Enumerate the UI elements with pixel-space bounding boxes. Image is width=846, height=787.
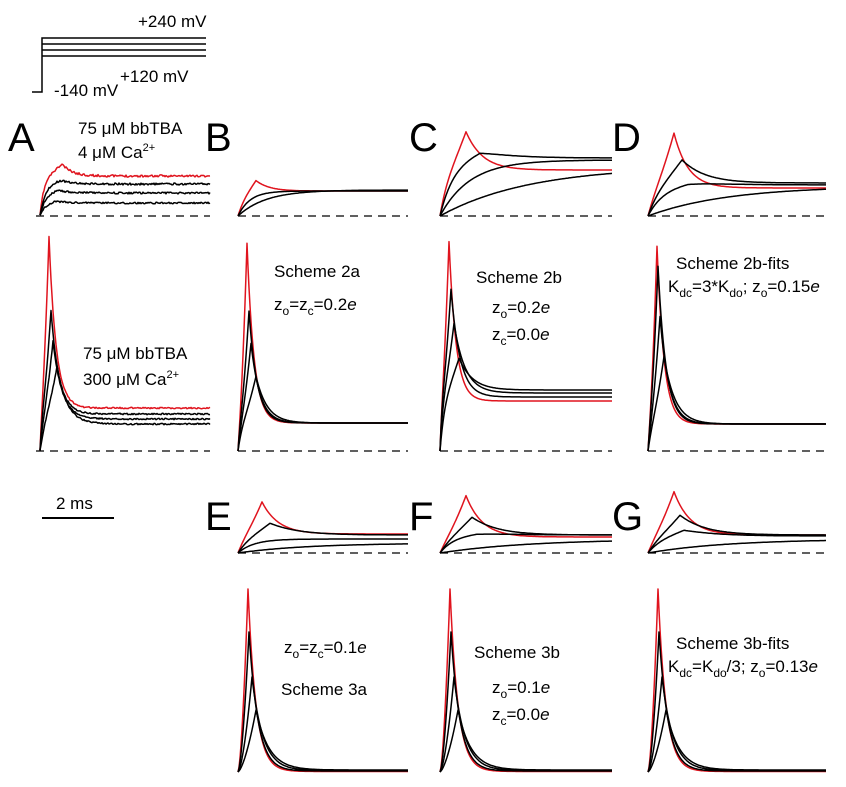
annotation-c-scheme: Scheme 2b [476, 268, 562, 287]
trace-d-bottom-3 [647, 355, 826, 452]
annotation-a-bottom-drug: 75 μM bbTBA [83, 344, 188, 363]
annotation-g-scheme: Scheme 3b-fits [676, 634, 789, 653]
trace-c-bottom-1 [439, 288, 612, 452]
trace-f-bottom-3 [439, 709, 612, 773]
annotation-e-charge: zo=zc=0.1e [284, 638, 367, 661]
trace-g-bottom-2 [647, 676, 826, 773]
voltage-top-label: +240 mV [138, 12, 207, 31]
trace-g-top-3 [647, 539, 826, 554]
current-traces [39, 131, 827, 773]
trace-g-bottom-3 [647, 709, 826, 773]
panel-label-d: D [612, 116, 641, 160]
trace-b-bottom-1 [237, 310, 408, 452]
trace-c-top-3 [439, 172, 613, 217]
annotation-a-bottom-calcium: 300 μM Ca2+ [83, 369, 179, 389]
panel-label-g: G [612, 495, 643, 539]
trace-e-top-3 [237, 543, 408, 554]
trace-e-top-2 [237, 538, 408, 554]
trace-a-top-3 [39, 200, 211, 216]
trace-g-top-2 [647, 529, 826, 554]
panel-label-a: A [8, 116, 35, 160]
annotation-d-scheme: Scheme 2b-fits [676, 254, 789, 273]
trace-f-top-3 [439, 540, 612, 554]
annotation-f-scheme: Scheme 3b [474, 643, 560, 662]
trace-b-top-red [237, 179, 408, 217]
annotation-b-charge: zo=zc=0.2e [274, 295, 357, 318]
annotation-a-top-calcium: 4 μM Ca2+ [78, 142, 155, 162]
panel-label-b: B [205, 116, 232, 160]
trace-c-bottom-3 [439, 357, 612, 452]
annotation-c-zo: zo=0.2e [492, 298, 550, 321]
panel-label-e: E [205, 495, 232, 539]
trace-f-top-2 [439, 533, 612, 554]
trace-d-top-3 [647, 188, 827, 217]
annotation-g-params: Kdc=Kdo/3; zo=0.13e [668, 657, 818, 680]
panel-label-c: C [409, 116, 438, 160]
trace-c-bottom-red [439, 240, 612, 452]
annotation-b-scheme: Scheme 2a [274, 262, 361, 281]
voltage-steps [32, 37, 206, 93]
trace-e-bottom-3 [237, 709, 408, 773]
trace-c-top-red [439, 131, 612, 217]
scale-bar-label: 2 ms [56, 494, 93, 513]
trace-b-top-2 [237, 189, 408, 217]
trace-d-top-2 [647, 183, 826, 217]
trace-a-bottom-1 [39, 309, 211, 451]
voltage-mid-label: +120 mV [120, 67, 189, 86]
voltage-hold-label: -140 mV [54, 81, 119, 100]
annotation-d-params: Kdc=3*Kdo; zo=0.15e [668, 277, 820, 300]
panel-label-f: F [409, 495, 433, 539]
annotation-e-scheme: Scheme 3a [281, 680, 368, 699]
baselines [36, 215, 826, 554]
annotation-c-zc: zc=0.0e [492, 325, 550, 348]
trace-a-bottom-3 [39, 365, 211, 451]
trace-a-bottom-red [39, 235, 211, 451]
trace-a-top-red [39, 163, 211, 215]
trace-f-top-red [439, 494, 612, 554]
trace-d-top-1 [647, 159, 826, 217]
trace-c-top-1 [439, 152, 612, 217]
annotation-a-top-drug: 75 μM bbTBA [78, 119, 183, 138]
trace-e-top-1 [237, 522, 408, 554]
voltage-protocol: +240 mV +120 mV -140 mV [32, 12, 207, 100]
annotations: 75 μM bbTBA 4 μM Ca2+ 75 μM bbTBA 300 μM… [78, 119, 820, 728]
trace-a-top-2 [39, 189, 211, 216]
trace-b-bottom-3 [237, 375, 408, 452]
scale-bar: 2 ms [42, 494, 114, 519]
trace-c-top-2 [439, 159, 612, 217]
trace-a-top-1 [39, 179, 211, 216]
trace-g-top-1 [647, 514, 826, 554]
trace-b-bottom-2 [237, 342, 408, 452]
trace-d-bottom-2 [647, 315, 826, 452]
annotation-f-zc: zc=0.0e [492, 705, 550, 728]
trace-b-top-1 [237, 190, 408, 217]
annotation-f-zo: zo=0.1e [492, 678, 550, 701]
trace-d-top-red [647, 132, 826, 217]
